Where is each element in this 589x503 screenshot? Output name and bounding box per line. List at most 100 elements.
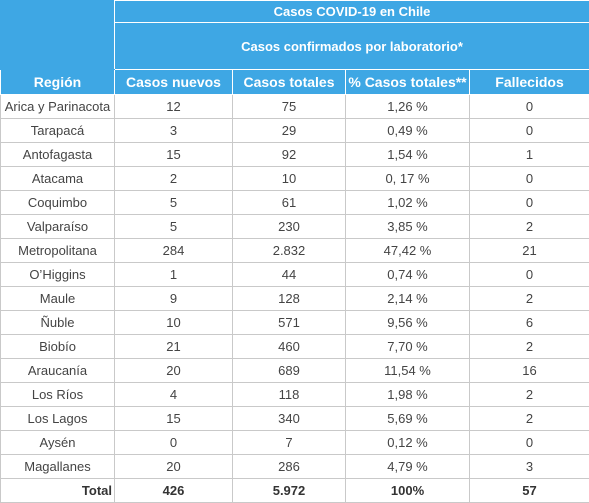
deaths-cell: 2 [468,214,589,239]
table-subtitle: Casos confirmados por laboratorio* [113,22,589,70]
column-header-total-cases: Casos totales [232,69,346,95]
region-cell: Aysén [0,430,115,455]
deaths-cell: 1 [468,142,589,167]
table-row: Tarapacá 3 29 0,49 % 0 [0,118,589,143]
region-cell: Antofagasta [0,142,115,167]
new-cases-cell: 12 [114,94,233,119]
deaths-cell: 0 [468,262,589,287]
deaths-cell: 3 [468,454,589,479]
table-row: Maule 9 128 2,14 % 2 [0,286,589,311]
total-label: Total [0,478,115,503]
column-header-percent-total: % Casos totales** [345,69,470,95]
total-new-cases: 426 [114,478,233,503]
deaths-cell: 6 [468,310,589,335]
deaths-cell: 0 [468,190,589,215]
total-cases: 5.972 [232,478,346,503]
deaths-cell: 16 [468,358,589,383]
table-row: Biobío 21 460 7,70 % 2 [0,334,589,359]
total-cases-cell: 75 [232,94,346,119]
table-row: Antofagasta 15 92 1,54 % 1 [0,142,589,167]
new-cases-cell: 15 [114,142,233,167]
table-row: Valparaíso 5 230 3,85 % 2 [0,214,589,239]
new-cases-cell: 20 [114,454,233,479]
region-cell: Biobío [0,334,115,359]
region-cell: Maule [0,286,115,311]
table-row: Atacama 2 10 0, 17 % 0 [0,166,589,191]
percent-cell: 3,85 % [345,214,470,239]
new-cases-cell: 1 [114,262,233,287]
column-header-deaths: Fallecidos [468,69,589,95]
deaths-cell: 0 [468,430,589,455]
table-row: Coquimbo 5 61 1,02 % 0 [0,190,589,215]
total-cases-cell: 44 [232,262,346,287]
table-row: O’Higgins 1 44 0,74 % 0 [0,262,589,287]
region-cell: Tarapacá [0,118,115,143]
percent-cell: 47,42 % [345,238,470,263]
percent-cell: 4,79 % [345,454,470,479]
table-row: Los Ríos 4 118 1,98 % 2 [0,382,589,407]
deaths-cell: 0 [468,118,589,143]
table-row: Aysén 0 7 0,12 % 0 [0,430,589,455]
region-cell: Los Lagos [0,406,115,431]
region-cell: Araucanía [0,358,115,383]
percent-cell: 5,69 % [345,406,470,431]
total-deaths: 57 [468,478,589,503]
new-cases-cell: 3 [114,118,233,143]
total-cases-cell: 118 [232,382,346,407]
total-cases-cell: 460 [232,334,346,359]
deaths-cell: 2 [468,406,589,431]
region-cell: Ñuble [0,310,115,335]
table-body: Arica y Parinacota 12 75 1,26 % 0 Tarapacá 3 29… [0,94,589,503]
total-cases-cell: 689 [232,358,346,383]
total-cases-cell: 29 [232,118,346,143]
table-row: Los Lagos 15 340 5,69 % 2 [0,406,589,431]
deaths-cell: 2 [468,382,589,407]
new-cases-cell: 0 [114,430,233,455]
percent-cell: 1,02 % [345,190,470,215]
region-cell: Coquimbo [0,190,115,215]
new-cases-cell: 10 [114,310,233,335]
deaths-cell: 2 [468,334,589,359]
table-row: Metropolitana 284 2.832 47,42 % 21 [0,238,589,263]
table-row: Ñuble 10 571 9,56 % 6 [0,310,589,335]
percent-cell: 7,70 % [345,334,470,359]
table-title: Casos COVID-19 en Chile [113,0,589,23]
region-cell: Metropolitana [0,238,115,263]
percent-cell: 11,54 % [345,358,470,383]
table-row: Arica y Parinacota 12 75 1,26 % 0 [0,94,589,119]
total-row: Total 426 5.972 100% 57 [0,478,589,503]
percent-cell: 1,54 % [345,142,470,167]
percent-cell: 0,12 % [345,430,470,455]
total-cases-cell: 2.832 [232,238,346,263]
region-cell: Atacama [0,166,115,191]
header-blank-cell [0,0,115,70]
total-cases-cell: 230 [232,214,346,239]
percent-cell: 0, 17 % [345,166,470,191]
column-header-new-cases: Casos nuevos [114,69,233,95]
column-header-region: Región [0,69,115,95]
deaths-cell: 2 [468,286,589,311]
new-cases-cell: 284 [114,238,233,263]
deaths-cell: 21 [468,238,589,263]
deaths-cell: 0 [468,166,589,191]
new-cases-cell: 4 [114,382,233,407]
table-row: Araucanía 20 689 11,54 % 16 [0,358,589,383]
region-cell: Arica y Parinacota [0,94,115,119]
total-cases-cell: 92 [232,142,346,167]
region-cell: Magallanes [0,454,115,479]
total-cases-cell: 10 [232,166,346,191]
total-percent: 100% [345,478,470,503]
table-row: Magallanes 20 286 4,79 % 3 [0,454,589,479]
new-cases-cell: 5 [114,190,233,215]
percent-cell: 1,26 % [345,94,470,119]
new-cases-cell: 20 [114,358,233,383]
total-cases-cell: 128 [232,286,346,311]
total-cases-cell: 61 [232,190,346,215]
total-cases-cell: 7 [232,430,346,455]
percent-cell: 2,14 % [345,286,470,311]
new-cases-cell: 5 [114,214,233,239]
new-cases-cell: 9 [114,286,233,311]
total-cases-cell: 340 [232,406,346,431]
total-cases-cell: 571 [232,310,346,335]
